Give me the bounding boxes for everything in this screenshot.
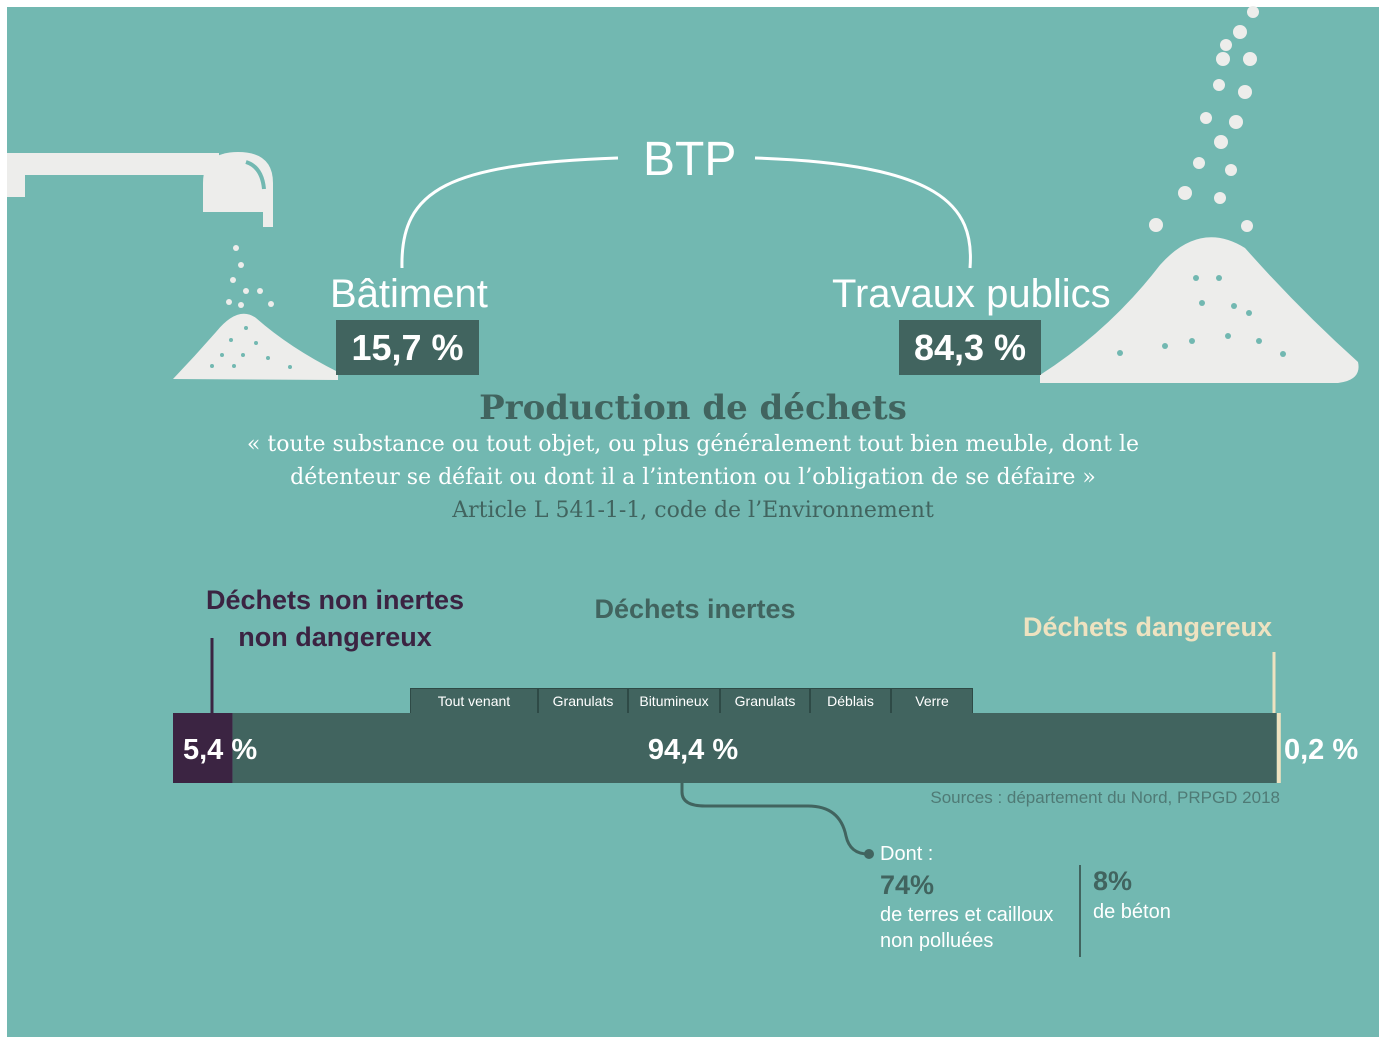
definition-title: Production de déchets <box>479 388 907 428</box>
detail-value-beton: 8% <box>1093 866 1133 896</box>
detail-desc-beton: de béton <box>1093 901 1171 923</box>
btp-arc <box>754 156 972 269</box>
segment-label-non-inertes: Déchets non inertes non dangereux <box>180 582 490 656</box>
segment-label-inertes: Déchets inertes <box>594 594 796 624</box>
segment-label-line1: Déchets non inertes <box>205 585 465 615</box>
detail-desc-line1: de terres et cailloux <box>880 904 1054 926</box>
bar-segment-2 <box>1276 713 1281 783</box>
bar-segment-1 <box>232 713 1277 783</box>
leader-line-detail <box>680 783 869 856</box>
segment-label-line2: non dangereux <box>238 622 432 652</box>
inert-subcategory-tab: Bitumineux <box>628 688 720 713</box>
large-pile-dots <box>1117 275 1286 357</box>
definition-source: Article L 541-1-1, code de l’Environneme… <box>452 498 934 523</box>
small-pile-icon <box>173 313 338 380</box>
detail-divider <box>1079 865 1081 957</box>
data-label-dangereux: 0,2 % <box>1284 734 1358 766</box>
detail-value-terres: 74% <box>880 870 935 900</box>
chart-source: Sources : département du Nord, PRPGD 201… <box>930 788 1280 807</box>
travaux-publics-label: Travaux publics <box>832 272 1111 316</box>
inert-subcategory-tab: Déblais <box>810 688 891 713</box>
inert-subcategory-tab: Verre <box>891 688 973 713</box>
batiment-label: Bâtiment <box>330 272 488 316</box>
data-label-non-inertes: 5,4 % <box>183 734 257 766</box>
btp-arc <box>400 156 619 269</box>
detail-desc-terres: de terres et cailloux non polluées <box>880 902 1053 954</box>
faucet-icon <box>7 152 273 227</box>
small-pile-dots <box>210 326 292 369</box>
detail-intro: Dont : <box>880 843 934 865</box>
batiment-value: 15,7 % <box>336 320 479 375</box>
segment-label-dangereux: Déchets dangereux <box>1022 612 1273 642</box>
bar-segment-0 <box>173 713 233 783</box>
leader-dot <box>864 849 874 859</box>
falling-particles-large <box>1149 6 1259 232</box>
inert-subcategory-tab: Granulats <box>538 688 628 713</box>
faucet-highlight <box>245 160 266 190</box>
inert-subcategory-tab: Granulats <box>720 688 810 713</box>
large-pile-icon <box>1040 237 1359 383</box>
definition-quote-line1: « toute substance ou tout objet, ou plus… <box>246 432 1140 457</box>
detail-desc-line2: non polluées <box>880 930 994 952</box>
inert-subcategory-tab: Tout venant <box>410 688 538 713</box>
btp-title: BTP <box>643 133 737 186</box>
definition-quote-line2: détenteur se défait ou dont il a l’inten… <box>290 465 1096 490</box>
data-label-inertes: 94,4 % <box>648 734 738 766</box>
travaux-publics-value: 84,3 % <box>899 320 1041 375</box>
falling-particles-small <box>226 245 274 308</box>
